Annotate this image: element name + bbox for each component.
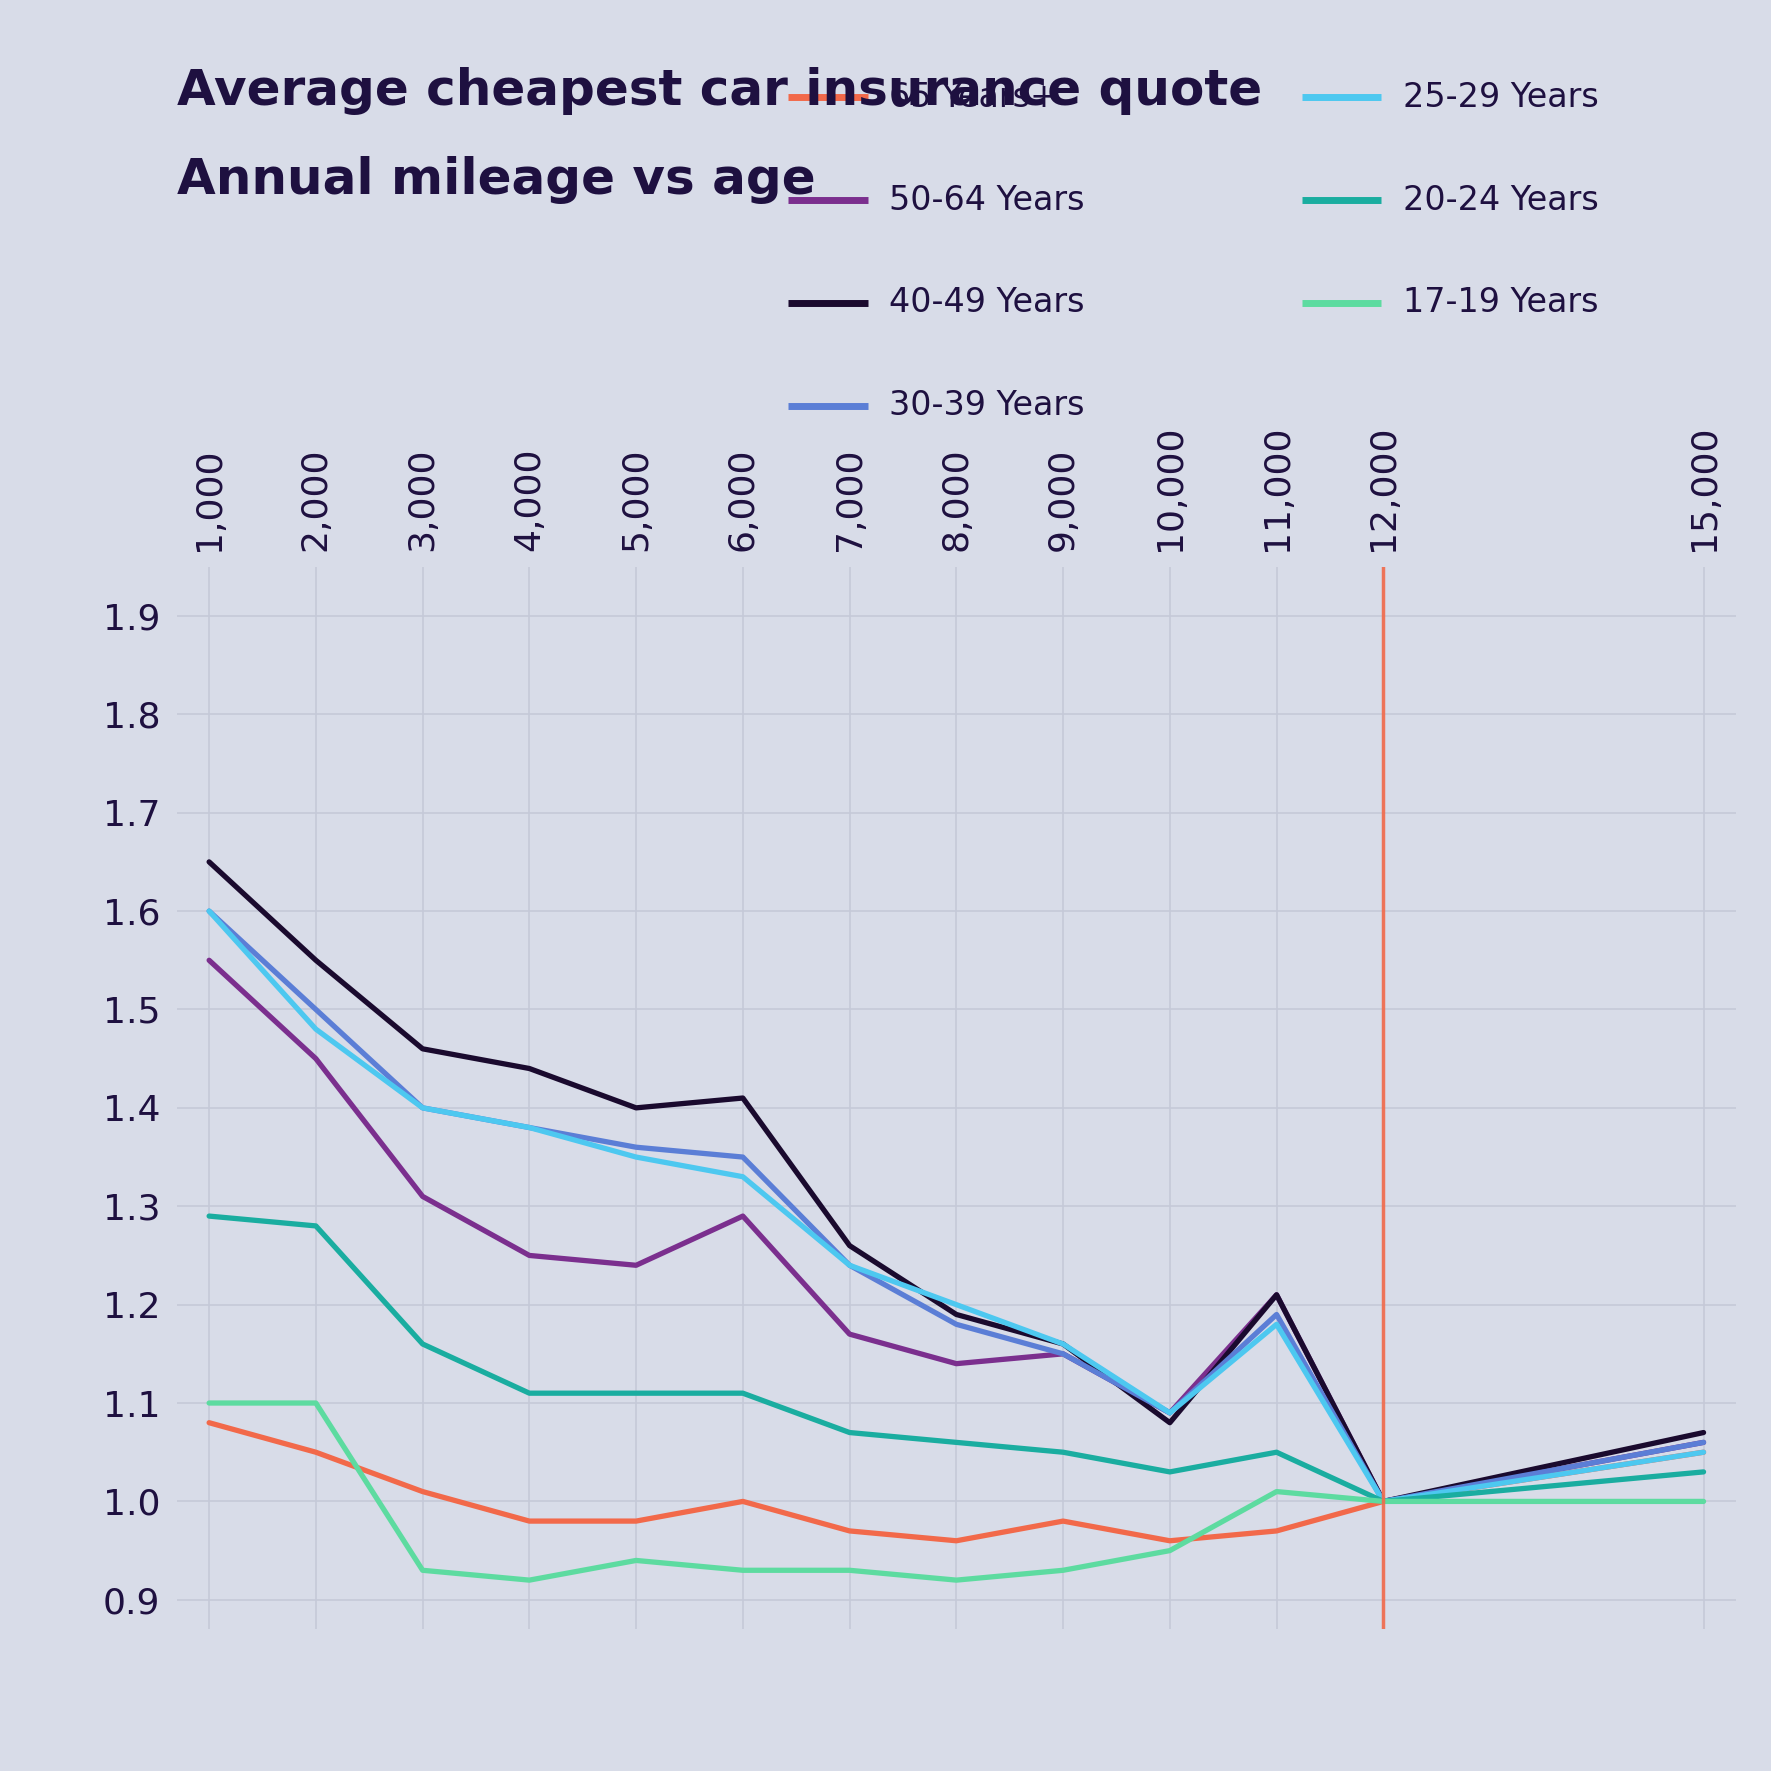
Text: 50-64 Years: 50-64 Years [889, 184, 1084, 216]
Text: Annual mileage vs age: Annual mileage vs age [177, 156, 816, 204]
Text: Average cheapest car insurance quote: Average cheapest car insurance quote [177, 67, 1263, 115]
Text: 30-39 Years: 30-39 Years [889, 390, 1084, 421]
Text: 65 Years+: 65 Years+ [889, 81, 1057, 113]
Text: 17-19 Years: 17-19 Years [1403, 287, 1597, 319]
Text: 25-29 Years: 25-29 Years [1403, 81, 1599, 113]
Text: 40-49 Years: 40-49 Years [889, 287, 1084, 319]
Text: 20-24 Years: 20-24 Years [1403, 184, 1599, 216]
